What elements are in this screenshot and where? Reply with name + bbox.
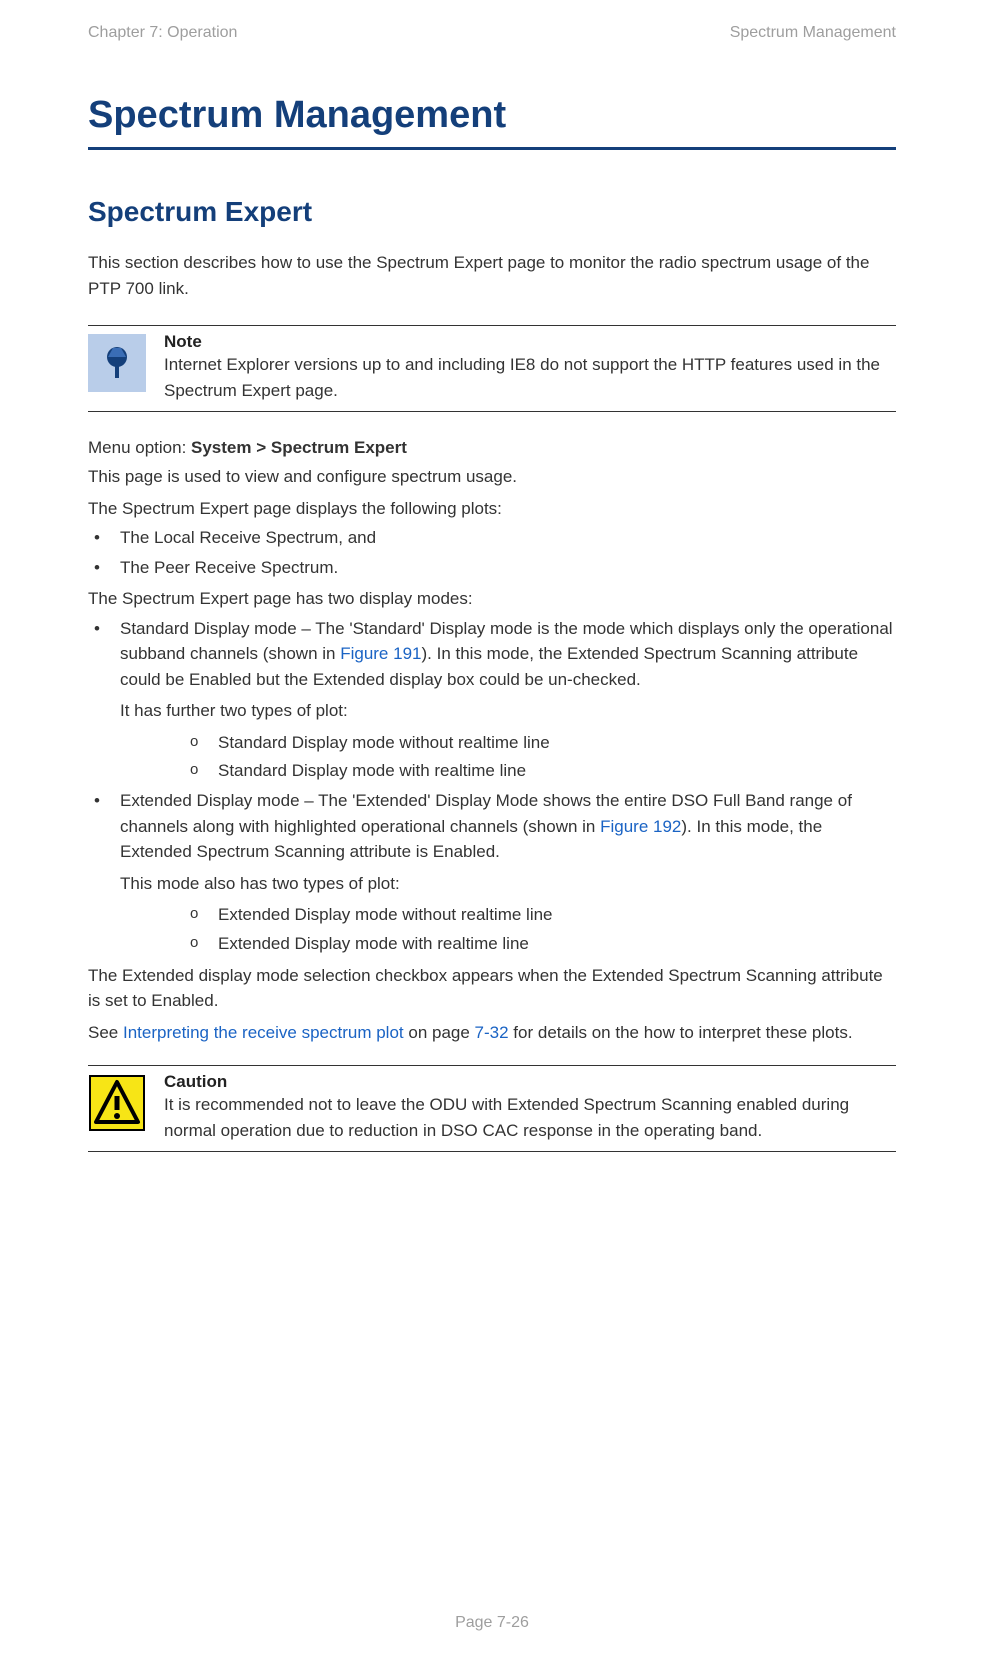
page-footer: Page 7-26	[0, 1614, 984, 1632]
caution-icon	[88, 1074, 146, 1132]
pin-icon	[98, 344, 136, 382]
note-body: Internet Explorer versions up to and inc…	[164, 352, 896, 403]
section-heading: Spectrum Expert	[88, 196, 896, 228]
caution-body: It is recommended not to leave the ODU w…	[164, 1092, 896, 1143]
menu-option-line: Menu option: System > Spectrum Expert	[88, 438, 896, 458]
see-mid: on page	[404, 1023, 475, 1042]
plots-list: The Local Receive Spectrum, and The Peer…	[88, 525, 896, 580]
see-post: for details on the how to interpret thes…	[509, 1023, 853, 1042]
paragraph-plots-intro: The Spectrum Expert page displays the fo…	[88, 496, 896, 522]
extended-cont: This mode also has two types of plot:	[120, 871, 896, 897]
sublist-text: Standard Display mode without realtime l…	[218, 733, 550, 752]
sublist-text: Extended Display mode without realtime l…	[218, 905, 553, 924]
see-pre: See	[88, 1023, 123, 1042]
title-rule	[88, 147, 896, 150]
page-title: Spectrum Management	[88, 94, 896, 137]
sublist-text: Extended Display mode with realtime line	[218, 934, 529, 953]
sublist-item: Extended Display mode without realtime l…	[190, 902, 896, 928]
paragraph-checkbox-note: The Extended display mode selection chec…	[88, 963, 896, 1014]
standard-sublist: Standard Display mode without realtime l…	[190, 730, 896, 785]
paragraph-usage: This page is used to view and configure …	[88, 464, 896, 490]
running-head-left: Chapter 7: Operation	[88, 24, 237, 42]
menu-prefix: Menu option:	[88, 438, 191, 457]
running-head-right: Spectrum Management	[730, 24, 896, 42]
modes-list: Standard Display mode – The 'Standard' D…	[88, 616, 896, 957]
callout-rule-bottom	[88, 411, 896, 412]
list-item-extended: Extended Display mode – The 'Extended' D…	[88, 788, 896, 957]
sublist-item: Standard Display mode with realtime line	[190, 758, 896, 784]
list-item: The Local Receive Spectrum, and	[88, 525, 896, 551]
note-icon	[88, 334, 146, 392]
figure-192-link[interactable]: Figure 192	[600, 817, 681, 836]
note-callout: Note Internet Explorer versions up to an…	[88, 325, 896, 412]
menu-path: System > Spectrum Expert	[191, 438, 407, 457]
extended-sublist: Extended Display mode without realtime l…	[190, 902, 896, 957]
plot-item-text: The Local Receive Spectrum, and	[120, 528, 376, 547]
callout-rule-bottom	[88, 1151, 896, 1152]
sublist-text: Standard Display mode with realtime line	[218, 761, 526, 780]
sublist-item: Standard Display mode without realtime l…	[190, 730, 896, 756]
sublist-item: Extended Display mode with realtime line	[190, 931, 896, 957]
note-label: Note	[164, 332, 896, 352]
paragraph-modes-intro: The Spectrum Expert page has two display…	[88, 586, 896, 612]
warning-icon	[88, 1074, 146, 1132]
caution-label: Caution	[164, 1072, 896, 1092]
page-ref-link[interactable]: 7-32	[475, 1023, 509, 1042]
standard-cont: It has further two types of plot:	[120, 698, 896, 724]
caution-callout: Caution It is recommended not to leave t…	[88, 1065, 896, 1152]
see-paragraph: See Interpreting the receive spectrum pl…	[88, 1020, 896, 1046]
list-item-standard: Standard Display mode – The 'Standard' D…	[88, 616, 896, 785]
intro-paragraph: This section describes how to use the Sp…	[88, 250, 896, 301]
plot-item-text: The Peer Receive Spectrum.	[120, 558, 338, 577]
interpret-link[interactable]: Interpreting the receive spectrum plot	[123, 1023, 404, 1042]
list-item: The Peer Receive Spectrum.	[88, 555, 896, 581]
figure-191-link[interactable]: Figure 191	[340, 644, 421, 663]
